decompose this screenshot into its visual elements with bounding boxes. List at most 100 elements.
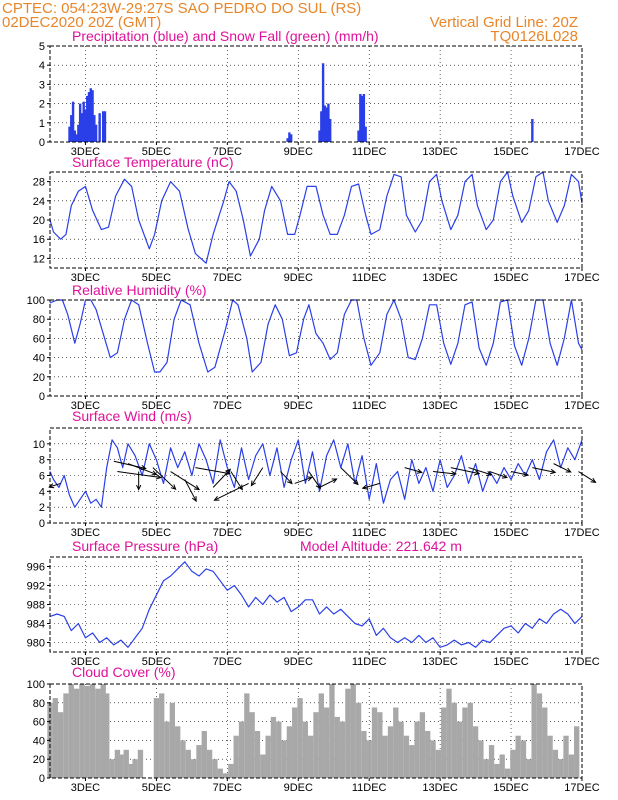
- precipitation-ytick-label: 5: [39, 41, 45, 53]
- wind-arrow: [195, 467, 230, 475]
- model-altitude: Model Altitude: 221.642 m: [300, 538, 462, 554]
- wind-xtick-label: 13DEC: [422, 527, 458, 539]
- precipitation-bar: [70, 115, 73, 142]
- cloud-cover-bar: [308, 735, 314, 778]
- cloud-cover-bar: [73, 688, 80, 778]
- wind-arrow: [553, 463, 571, 473]
- pressure-xtick-label: 15DEC: [493, 656, 529, 668]
- precipitation-bar: [68, 126, 71, 142]
- pressure-ytick-label: 988: [27, 600, 45, 612]
- temperature-xtick-label: 15DEC: [493, 272, 529, 284]
- cloud-cover-bar: [542, 707, 548, 778]
- wind-ytick-label: 2: [39, 502, 45, 514]
- wind-xtick-label: 3DEC: [71, 527, 100, 539]
- precipitation-xtick-label: 7DEC: [213, 146, 242, 158]
- cloud-cover-bar: [520, 740, 527, 778]
- pressure-ytick-label: 996: [27, 562, 45, 574]
- wind-xtick-label: 9DEC: [284, 527, 313, 539]
- precipitation-bar: [103, 111, 107, 142]
- pressure-xtick-label: 17DEC: [564, 656, 600, 668]
- cloud-cover-bar: [100, 684, 106, 778]
- humidity-ytick-label: 60: [33, 333, 45, 345]
- cloud-cover-bar: [547, 735, 553, 778]
- cloud-cover-bar: [190, 759, 197, 778]
- cloud-cover-bar: [382, 735, 388, 778]
- temperature-xtick-label: 9DEC: [284, 272, 313, 284]
- wind-xtick-label: 11DEC: [352, 527, 387, 539]
- cloud-cover-bar: [114, 749, 121, 778]
- wind-arrowhead: [486, 470, 493, 476]
- precipitation-bar: [320, 111, 323, 142]
- cloud-cover-bar: [260, 754, 266, 778]
- cloud-cover-bar: [228, 763, 234, 778]
- cloud-cover-bar: [244, 693, 250, 778]
- cloud-cover-bar: [494, 763, 500, 778]
- wind-arrowhead: [361, 484, 368, 490]
- cloud-cover-bar: [563, 735, 569, 778]
- temperature-xtick-label: 5DEC: [142, 272, 171, 284]
- cloud-cover-bar: [361, 731, 367, 778]
- cloud-cover-bar: [419, 712, 426, 778]
- cloud-cover-bar: [536, 693, 543, 778]
- wind-arrowhead: [151, 470, 158, 476]
- humidity-ytick-label: 100: [27, 295, 45, 307]
- cloud-cover-bar: [371, 707, 378, 778]
- wind-arrowhead: [565, 467, 572, 473]
- precipitation-xtick-label: 9DEC: [284, 146, 313, 158]
- cloud-cover-bar: [414, 721, 420, 778]
- cloud-cover-bar: [425, 731, 431, 778]
- cloud-cover-bar: [196, 745, 202, 778]
- humidity-ytick-label: 80: [33, 314, 45, 326]
- precipitation-bar: [77, 124, 80, 142]
- cloud-cover-bar: [515, 735, 521, 778]
- wind-arrowhead: [523, 471, 530, 477]
- cloud-cover-bar: [270, 716, 277, 778]
- wind-arrowhead: [501, 473, 508, 479]
- humidity-xtick-label: 9DEC: [284, 400, 313, 412]
- cloud-cover-bar: [377, 712, 383, 778]
- pressure-panel: Surface Pressure (hPa) Model Altitude: 2…: [27, 538, 600, 668]
- cloud-cover-bar: [238, 721, 245, 778]
- temperature-ytick-label: 16: [33, 234, 45, 246]
- wind-arrow: [362, 482, 380, 489]
- cloud-cover-bar: [109, 759, 115, 778]
- precipitation-xtick-label: 3DEC: [71, 146, 100, 158]
- precipitation-bar: [75, 134, 78, 142]
- cloud-cover-bar: [483, 759, 489, 778]
- pressure-xtick-label: 13DEC: [422, 656, 458, 668]
- cloud-cover-bar: [558, 759, 564, 778]
- pressure-xtick-label: 3DEC: [71, 656, 100, 668]
- wind-arrow: [404, 467, 422, 473]
- wind-ytick-label: 6: [39, 471, 45, 483]
- humidity-ytick-label: 0: [39, 391, 45, 403]
- cloud-cover-bar: [366, 740, 372, 778]
- wind-panel: Surface Wind (m/s) 0 2 4 6 8 10 3DEC 5DEC 7DEC 9D…: [33, 408, 600, 539]
- wind-arrowhead: [213, 495, 220, 501]
- cloud-cover-bar: [118, 754, 124, 778]
- pressure-ytick-label: 992: [27, 581, 45, 593]
- wind-xtick-label: 15DEC: [493, 527, 529, 539]
- wind-arrow: [319, 478, 337, 488]
- station-header: CPTEC: 054:23W-29:27S SAO PEDRO DO SUL (…: [2, 0, 361, 17]
- cloud-cover-bar: [52, 698, 58, 778]
- cloud-cover-bar: [334, 716, 340, 778]
- cloud-cover-bar: [393, 707, 399, 778]
- wind-arrowhead: [416, 468, 423, 474]
- cloud-cover-bar: [233, 735, 239, 778]
- cloud-cover-bar: [568, 754, 575, 778]
- cloud-cover-bar: [169, 702, 176, 778]
- wind-arrowhead: [136, 484, 142, 491]
- wind-arrow: [230, 471, 243, 490]
- cloud-cover-bar: [329, 684, 335, 778]
- pressure-ytick-label: 984: [27, 619, 45, 631]
- precipitation-ytick-label: 3: [39, 79, 45, 91]
- precipitation-bar: [318, 130, 321, 142]
- cloud-cover-bar: [510, 749, 516, 778]
- precipitation-bar: [359, 94, 362, 142]
- cloud-cover-bar: [79, 684, 85, 778]
- cloud-cover-bar: [206, 749, 213, 778]
- precipitation-xtick-label: 11DEC: [352, 146, 387, 158]
- cloud-cover-bar: [504, 768, 511, 778]
- cloud-cover-bar: [456, 721, 463, 778]
- humidity-xtick-label: 7DEC: [213, 400, 242, 412]
